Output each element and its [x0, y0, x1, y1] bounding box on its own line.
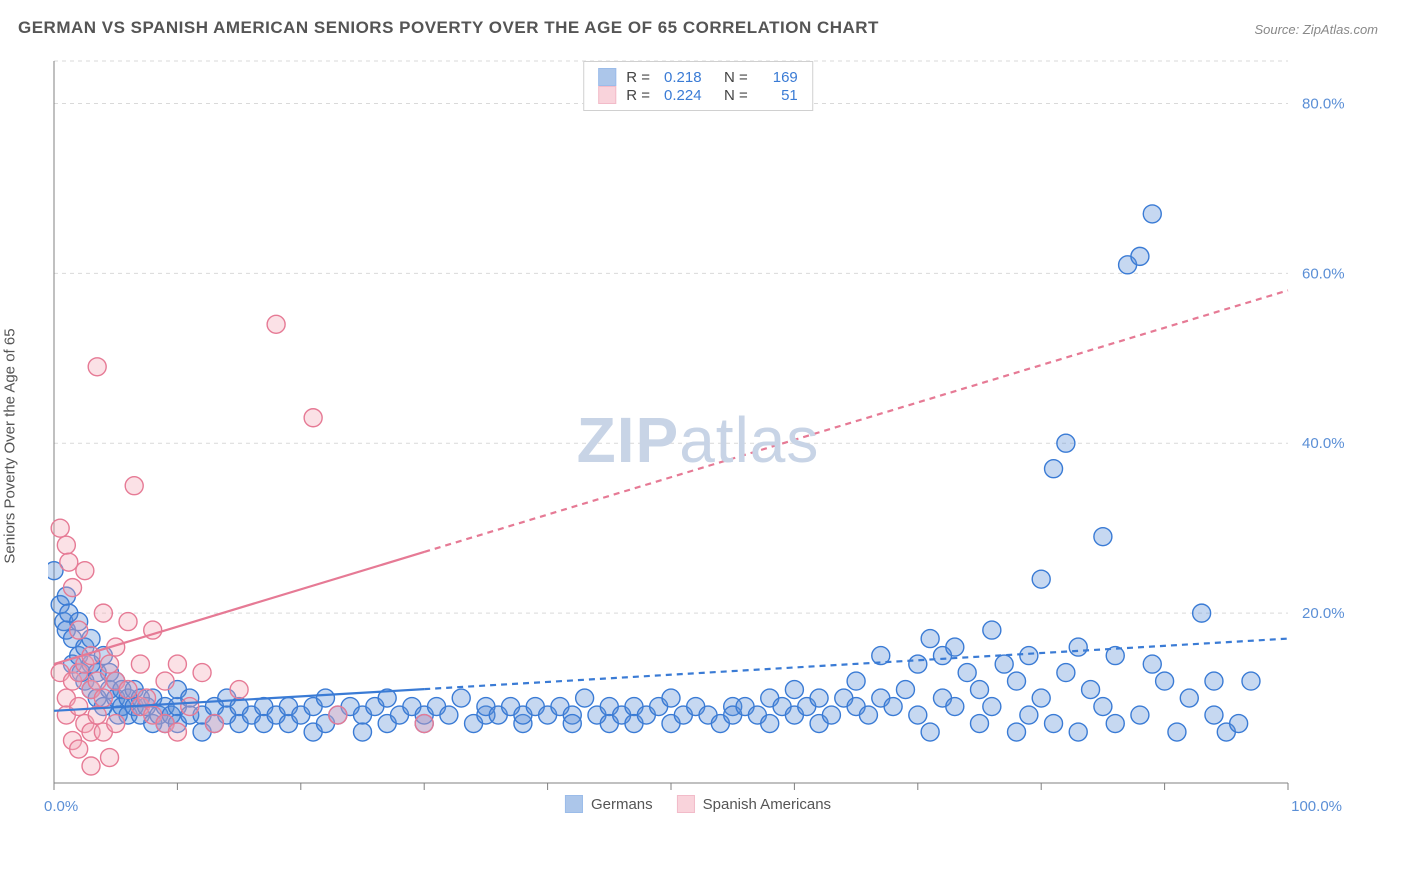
- chart-svg: 20.0% 40.0% 60.0% 80.0%: [48, 55, 1348, 825]
- correlation-row: R = 0.218 N = 169: [598, 68, 798, 86]
- svg-text:20.0%: 20.0%: [1302, 605, 1345, 622]
- n-label: N =: [724, 87, 748, 104]
- legend-swatch: [565, 795, 583, 813]
- n-value: 169: [762, 69, 798, 86]
- legend-item: Spanish Americans: [677, 795, 831, 813]
- y-axis-label: Seniors Poverty Over the Age of 65: [2, 328, 19, 563]
- correlation-row: R = 0.224 N = 51: [598, 86, 798, 104]
- x-axis-max-label: 100.0%: [1291, 798, 1342, 815]
- r-label: R =: [626, 87, 650, 104]
- legend-swatch: [677, 795, 695, 813]
- series-legend: Germans Spanish Americans: [565, 795, 831, 813]
- r-value: 0.224: [664, 87, 714, 104]
- legend-item: Germans: [565, 795, 653, 813]
- plot-area: 20.0%40.0%60.0%80.0% ZIPatlas R =0.218N …: [48, 55, 1348, 825]
- svg-text:40.0%: 40.0%: [1302, 435, 1345, 452]
- r-value: 0.218: [664, 69, 714, 86]
- legend-swatch: [598, 86, 616, 104]
- legend-swatch: [598, 68, 616, 86]
- legend-label: Spanish Americans: [703, 796, 831, 813]
- r-label: R =: [626, 69, 650, 86]
- legend-label: Germans: [591, 796, 653, 813]
- correlation-legend: R = 0.218 N = 169 R = 0.224 N = 51: [583, 61, 813, 111]
- svg-text:60.0%: 60.0%: [1302, 265, 1345, 282]
- source-label: Source: ZipAtlas.com: [1254, 22, 1378, 37]
- svg-text:80.0%: 80.0%: [1302, 95, 1345, 112]
- chart-title: GERMAN VS SPANISH AMERICAN SENIORS POVER…: [18, 18, 879, 38]
- x-axis-min-label: 0.0%: [44, 798, 78, 815]
- n-value: 51: [762, 87, 798, 104]
- n-label: N =: [724, 69, 748, 86]
